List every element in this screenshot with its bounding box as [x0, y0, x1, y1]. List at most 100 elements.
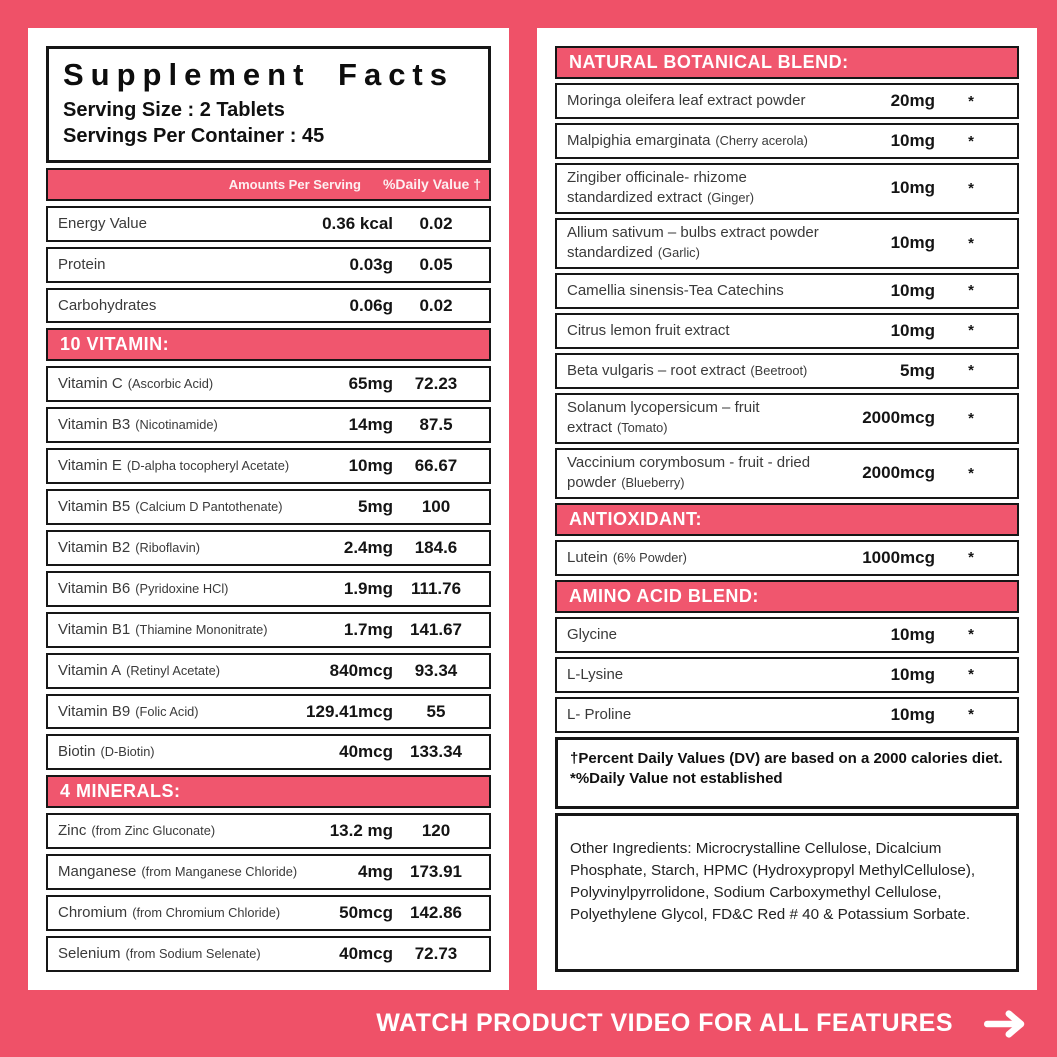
ingredient-name-text: Vitamin B3	[58, 416, 131, 434]
ingredient-sub-text: (6% Powder)	[612, 549, 687, 565]
ingredient-name: Manganese (from Manganese Chloride)	[58, 863, 301, 881]
ingredient-name: Vitamin B1 (Thiamine Mononitrate)	[58, 621, 301, 639]
ingredient-name-text: Malpighia emarginata	[567, 131, 711, 149]
table-row: Energy Value 0.36 kcal 0.02	[46, 205, 491, 242]
amount-cell: 10mg	[890, 178, 935, 198]
footnote-line1: †Percent Daily Values (DV) are based on …	[570, 749, 1003, 767]
ingredient-name: Vitamin B2 (Riboflavin)	[58, 539, 301, 557]
table-row: Lutein (6% Powder) 1000mcg *	[555, 539, 1019, 576]
ingredient-name-text: Zingiber officinale- rhizome standardize…	[567, 169, 747, 207]
daily-value-cell: 0.02	[419, 295, 453, 315]
ingredient-sub-text: (Nicotinamide)	[135, 417, 218, 433]
amount-cell: 840mcg	[329, 660, 393, 680]
ingredient-sub-text: (Tomato)	[617, 420, 668, 436]
table-row: Zingiber officinale- rhizome standardize…	[555, 163, 1019, 214]
amount-cell: 1.9mg	[343, 578, 393, 598]
daily-value-cell: 72.73	[414, 943, 458, 963]
watch-video-banner[interactable]: WATCH PRODUCT VIDEO FOR ALL FEATURES	[0, 990, 1057, 1057]
ingredient-name-text: Vitamin B2	[58, 538, 131, 556]
ingredient-name-text: Vitamin C	[58, 375, 123, 393]
arrow-right-icon	[983, 1009, 1025, 1038]
ingredient-sub-text: (from Sodium Selenate)	[125, 945, 261, 961]
table-row: Vitamin C (Ascorbic Acid) 65mg 72.23	[46, 366, 491, 403]
amount-cell: 10mg	[890, 664, 935, 684]
amount-cell: 4mg	[358, 862, 393, 882]
ingredient-name: L- Proline	[567, 705, 827, 725]
daily-value-cell: 0.02	[419, 213, 453, 233]
daily-value-cell: 87.5	[419, 415, 453, 435]
ingredient-name: Vitamin C (Ascorbic Acid)	[58, 375, 301, 393]
antioxidant-section-header: ANTIOXIDANT:	[555, 502, 1019, 536]
ingredient-name-text: Solanum lycopersicum – fruit extract	[567, 398, 760, 437]
ingredient-name: Vitamin A (Retinyl Acetate)	[58, 662, 301, 680]
ingredient-name: Zingiber officinale- rhizome standardize…	[567, 168, 827, 209]
daily-value-cell: 142.86	[410, 903, 462, 923]
daily-value-cell: 0.05	[419, 254, 453, 274]
amount-cell: 40mcg	[339, 742, 393, 762]
table-row: Malpighia emarginata (Cherry acerola) 10m…	[555, 123, 1019, 159]
table-row: Vitamin B6 (Pyridoxine HCl) 1.9mg 111.76	[46, 570, 491, 607]
ingredient-name: Vitamin B9 (Folic Acid)	[58, 703, 301, 721]
banner-label: WATCH PRODUCT VIDEO FOR ALL FEATURES	[376, 1009, 953, 1037]
ingredient-name: Vitamin B3 (Nicotinamide)	[58, 416, 301, 434]
amount-cell: 50mcg	[339, 903, 393, 923]
ingredient-name: Biotin (D-Biotin)	[58, 743, 301, 761]
table-row: Selenium (from Sodium Selenate) 40mcg 72.…	[46, 936, 491, 972]
ingredient-name: Vitamin E (D-alpha tocopheryl Acetate)	[58, 457, 301, 475]
daily-value-cell: 141.67	[410, 619, 462, 639]
table-row: Carbohydrates 0.06g 0.02	[46, 287, 491, 324]
amount-cell: 0.03g	[349, 254, 393, 274]
footnote-line2: *%Daily Value not established	[570, 770, 783, 788]
blends-panel: NATURAL BOTANICAL BLEND: Moringa oleifer…	[537, 28, 1037, 990]
column-header-amount: Amounts Per Serving	[228, 176, 361, 192]
table-row: Beta vulgaris – root extract (Beetroot) 5…	[555, 352, 1019, 389]
daily-value-cell: 93.34	[414, 660, 458, 680]
table-row: Vitamin B2 (Riboflavin) 2.4mg 184.6	[46, 530, 491, 566]
daily-value-cell: *	[968, 666, 974, 684]
table-row: Citrus lemon fruit extract 10mg *	[555, 312, 1019, 349]
ingredient-sub-text: (Beetroot)	[750, 362, 808, 378]
table-row: Glycine 10mg *	[555, 616, 1019, 653]
daily-value-cell: 133.34	[410, 742, 462, 762]
amount-cell: 0.06g	[349, 295, 393, 315]
amount-cell: 65mg	[348, 374, 393, 394]
daily-value-cell: *	[968, 179, 974, 197]
amount-cell: 10mg	[890, 131, 935, 150]
daily-value-cell: 55	[426, 701, 446, 721]
ingredient-sub-text: (from Chromium Chloride)	[132, 905, 281, 921]
ingredient-name: Energy Value	[58, 215, 301, 233]
ingredient-sub-text: (Folic Acid)	[135, 703, 199, 719]
ingredient-name: Malpighia emarginata (Cherry acerola)	[567, 131, 827, 151]
ingredient-sub-text: (Ginger)	[707, 190, 755, 206]
table-row: Vitamin B9 (Folic Acid) 129.41mcg 55	[46, 693, 491, 730]
ingredient-sub-text: (from Zinc Gluconate)	[91, 823, 216, 839]
ingredient-name: Beta vulgaris – root extract (Beetroot)	[567, 361, 827, 381]
ingredient-sub-text: (D-Biotin)	[100, 744, 155, 760]
ingredient-sub-text: (from Manganese Chloride)	[141, 864, 298, 880]
ingredient-name-text: Citrus lemon fruit extract	[567, 321, 730, 339]
amount-cell: 1000mcg	[862, 547, 935, 567]
vitamins-section-header: 10 VITAMIN:	[46, 328, 491, 362]
table-row: Allium sativum – bulbs extract powder st…	[555, 217, 1019, 269]
column-headers: Amounts Per Serving %Daily Value †	[46, 167, 491, 201]
ingredient-name: Camellia sinensis-Tea Catechins	[567, 281, 827, 301]
ingredient-name: Lutein (6% Powder)	[567, 548, 827, 568]
table-row: Vitamin B1 (Thiamine Mononitrate) 1.7mg 1…	[46, 611, 491, 648]
ingredient-name-text: Energy Value	[58, 214, 147, 232]
daily-value-cell: *	[968, 706, 974, 724]
column-header-daily-value: %Daily Value †	[382, 176, 481, 193]
footnote: †Percent Daily Values (DV) are based on …	[555, 736, 1019, 810]
amount-cell: 2000mcg	[862, 463, 935, 483]
other-ingredients: Other Ingredients: Microcrystalline Cell…	[555, 813, 1019, 972]
ingredient-name: Vitamin B6 (Pyridoxine HCl)	[58, 580, 301, 598]
ingredient-name-text: Camellia sinensis-Tea Catechins	[567, 281, 784, 299]
ingredient-name: Vaccinium corymbosum - fruit - dried pow…	[567, 453, 827, 494]
ingredient-name-text: Vaccinium corymbosum - fruit - dried pow…	[567, 453, 811, 492]
ingredient-name: Solanum lycopersicum – fruit extract (Tom…	[567, 398, 827, 439]
amount-cell: 5mg	[900, 360, 935, 380]
amount-cell: 129.41mcg	[306, 701, 393, 721]
daily-value-cell: *	[968, 409, 974, 427]
minerals-section-header: 4 MINERALS:	[46, 775, 491, 809]
amount-cell: 1.7mg	[343, 619, 393, 639]
daily-value-cell: *	[968, 234, 974, 252]
